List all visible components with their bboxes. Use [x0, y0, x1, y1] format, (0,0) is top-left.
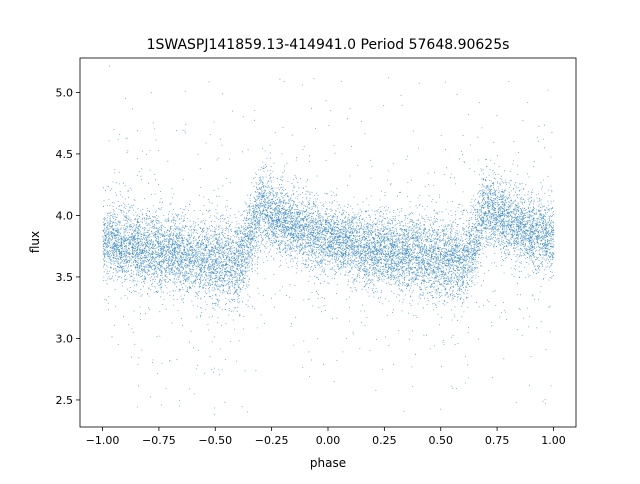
x-tick-label: 0.00 — [316, 434, 341, 447]
x-tick-label: 0.75 — [485, 434, 510, 447]
y-tick-label: 5.0 — [56, 86, 74, 99]
x-tick-label: −0.25 — [255, 434, 289, 447]
chart-title: 1SWASPJ141859.13-414941.0 Period 57648.9… — [147, 37, 510, 53]
y-tick-label: 4.0 — [56, 209, 74, 222]
y-tick-label: 3.5 — [56, 271, 74, 284]
x-tick-label: −1.00 — [86, 434, 120, 447]
y-tick-label: 2.5 — [56, 394, 74, 407]
x-tick-label: 0.50 — [428, 434, 453, 447]
x-tick-label: −0.75 — [142, 434, 176, 447]
x-axis-label: phase — [310, 456, 346, 470]
x-tick-label: 0.25 — [372, 434, 397, 447]
x-tick-label: 1.00 — [541, 434, 566, 447]
x-axis-ticks: −1.00 −0.75 −0.50 −0.25 0.00 0.25 0.50 0.75 1.00 — [86, 427, 566, 447]
y-tick-label: 4.5 — [56, 148, 74, 161]
x-tick-label: −0.50 — [198, 434, 232, 447]
y-axis-label: flux — [28, 231, 42, 253]
y-tick-label: 3.0 — [56, 332, 74, 345]
y-axis-ticks: 2.5 3.0 3.5 4.0 4.5 5.0 — [56, 86, 80, 407]
